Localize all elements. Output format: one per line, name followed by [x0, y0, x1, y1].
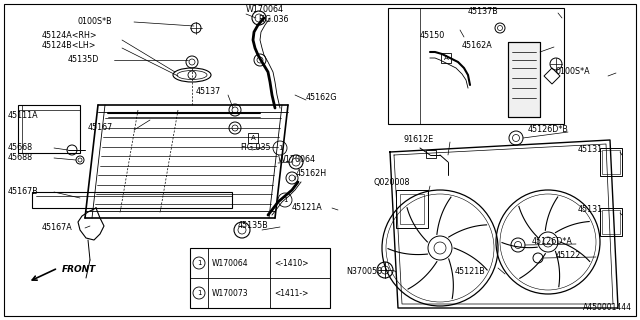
Text: A: A [444, 55, 449, 61]
Text: 45688: 45688 [8, 154, 33, 163]
Text: 45122: 45122 [556, 252, 581, 260]
Text: 45126D*A: 45126D*A [532, 237, 573, 246]
Text: 45121A: 45121A [292, 204, 323, 212]
Bar [18, 105, 80, 153]
Text: 45137B: 45137B [468, 7, 499, 17]
Text: 91612E: 91612E [404, 135, 435, 145]
Text: 45162A: 45162A [462, 42, 493, 51]
Text: A: A [251, 135, 255, 141]
Text: 1: 1 [196, 260, 201, 266]
Text: Q020008: Q020008 [374, 178, 410, 187]
Text: 1: 1 [278, 145, 282, 151]
Bar [441, 53, 451, 63]
Text: 0100S*A: 0100S*A [556, 68, 591, 76]
Text: 45124A<RH>: 45124A<RH> [42, 31, 98, 41]
Bar [388, 8, 564, 124]
Text: 45150: 45150 [420, 31, 445, 41]
Bar [248, 133, 258, 143]
Text: 45167: 45167 [88, 124, 113, 132]
Text: 45162G: 45162G [306, 93, 337, 102]
Text: W170064: W170064 [246, 5, 284, 14]
Bar [602, 210, 620, 234]
Text: 45668: 45668 [8, 143, 33, 153]
Text: 45124B<LH>: 45124B<LH> [42, 42, 97, 51]
Text: 45131: 45131 [578, 205, 603, 214]
Bar [32, 192, 232, 208]
Text: N370050: N370050 [346, 268, 382, 276]
Bar [600, 208, 622, 236]
Bar [426, 150, 436, 158]
Bar [600, 148, 622, 176]
Text: A450001444: A450001444 [583, 303, 632, 312]
Text: W170073: W170073 [212, 289, 248, 298]
Bar [508, 42, 540, 117]
Text: 45121B: 45121B [455, 268, 486, 276]
Text: 0100S*B: 0100S*B [78, 18, 113, 27]
Text: 45135B: 45135B [238, 220, 269, 229]
Text: FIG.035: FIG.035 [240, 143, 271, 153]
Text: 1: 1 [196, 290, 201, 296]
Bar [400, 194, 424, 224]
Text: W170064: W170064 [278, 156, 316, 164]
Text: 45131: 45131 [578, 146, 603, 155]
Text: FRONT: FRONT [62, 266, 96, 275]
Text: 45167B: 45167B [8, 188, 39, 196]
Bar [602, 150, 620, 174]
Bar [508, 42, 540, 117]
Text: 45167A: 45167A [42, 223, 73, 233]
Text: 45137: 45137 [196, 87, 221, 97]
Text: 45162H: 45162H [296, 170, 327, 179]
Text: W170064: W170064 [212, 259, 248, 268]
Text: FIG.036: FIG.036 [258, 15, 289, 25]
Text: 45111A: 45111A [8, 110, 38, 119]
Text: 45126D*B: 45126D*B [528, 125, 569, 134]
Text: <-1410>: <-1410> [274, 259, 308, 268]
Text: 45135D: 45135D [68, 55, 99, 65]
Bar [190, 248, 330, 308]
Bar [396, 190, 428, 228]
Text: <1411->: <1411-> [274, 289, 308, 298]
Text: 1: 1 [283, 197, 287, 203]
